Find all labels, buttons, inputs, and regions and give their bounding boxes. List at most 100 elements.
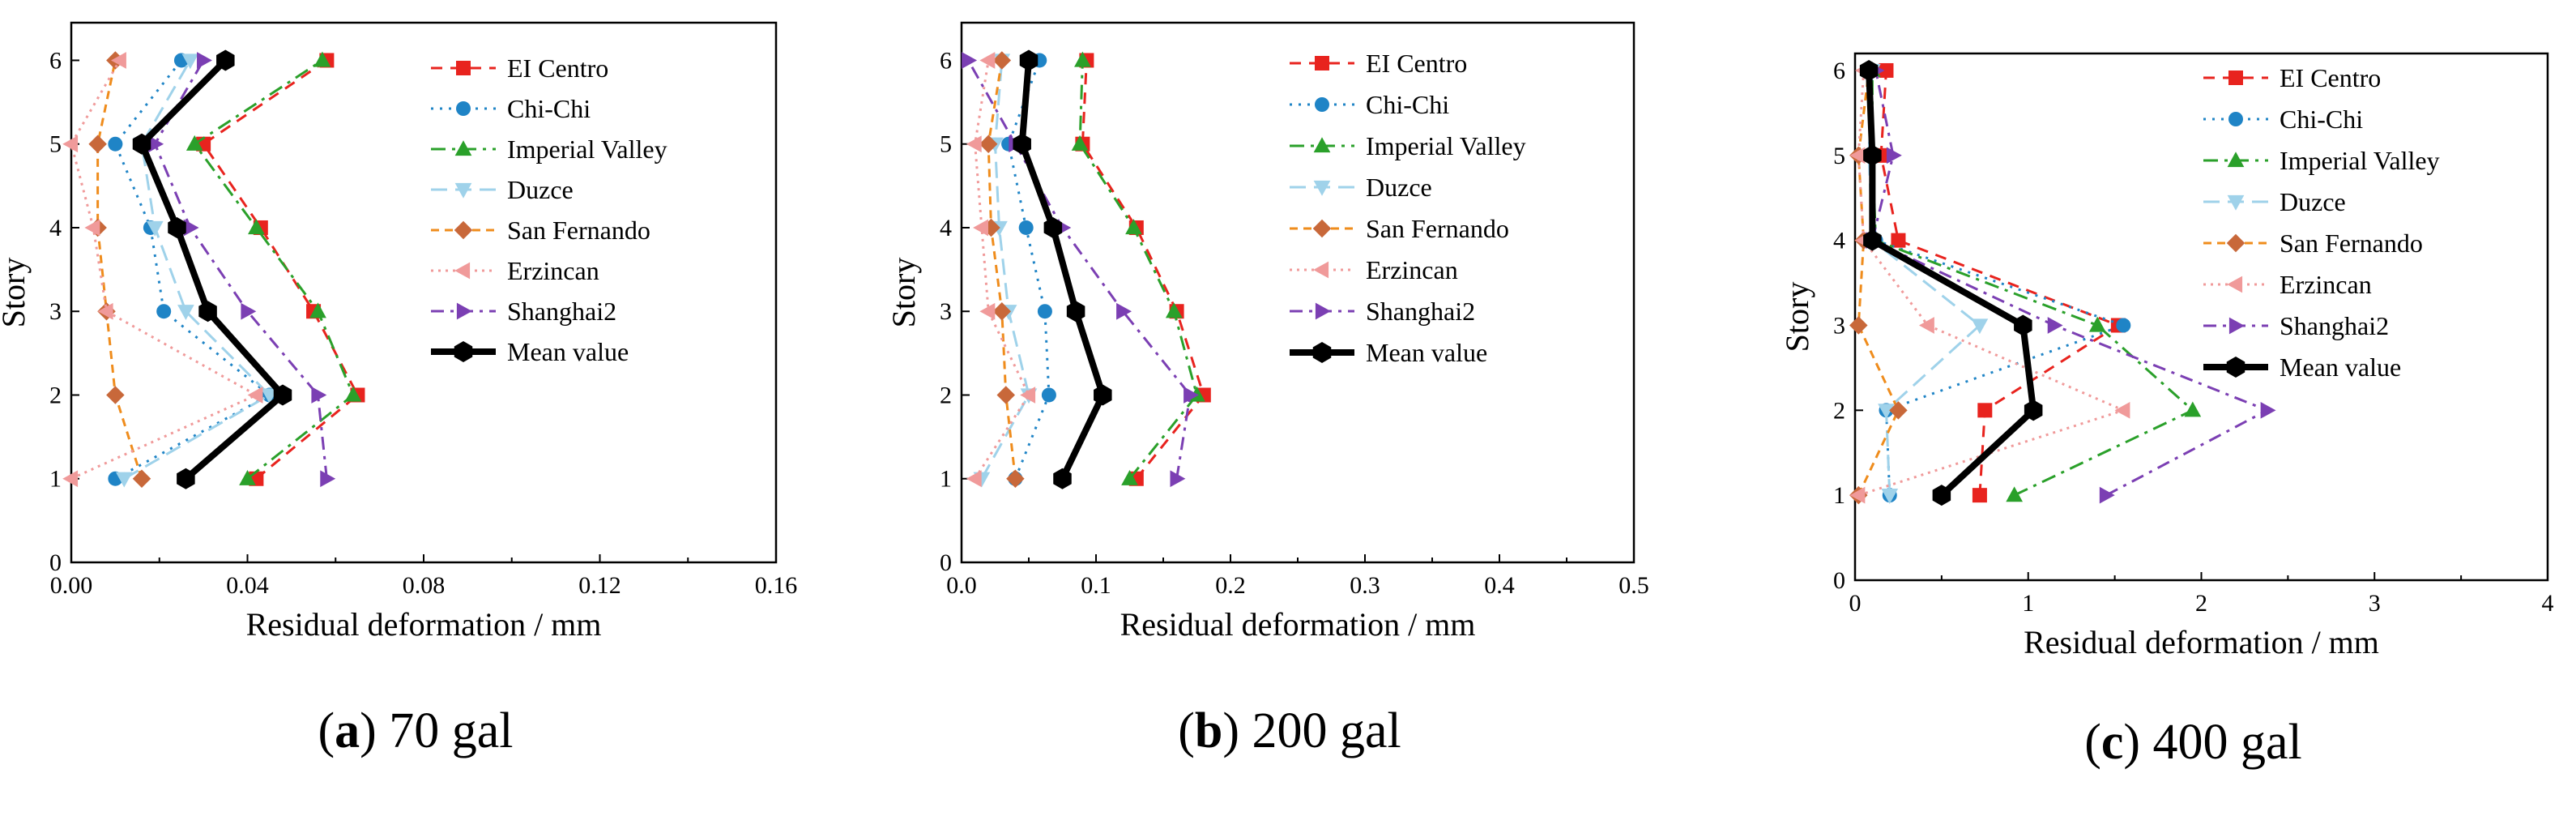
data-point-mean-value xyxy=(1013,133,1031,155)
data-point-erzincan xyxy=(979,52,996,69)
data-point-erzincan xyxy=(111,52,126,69)
data-point-mean-value xyxy=(198,301,217,323)
y-tick-label: 5 xyxy=(49,131,62,158)
x-tick-label: 0 xyxy=(1849,590,1862,617)
legend-label-erzincan: Erzincan xyxy=(507,256,599,285)
y-tick-label: 4 xyxy=(940,215,952,241)
x-tick-label: 2 xyxy=(2195,590,2207,617)
data-point-erzincan xyxy=(84,219,100,237)
data-point-mean-value xyxy=(177,468,195,489)
y-tick-label: 1 xyxy=(1833,482,1845,509)
data-point-shanghai2 xyxy=(962,52,978,69)
legend-marker-erzincan xyxy=(1313,261,1329,279)
series-line-ei-centro xyxy=(1879,70,2120,496)
y-tick-label: 5 xyxy=(1833,143,1845,169)
caption-open-paren: ( xyxy=(2084,715,2101,770)
data-point-mean-value xyxy=(1043,216,1063,238)
data-point-chi-chi xyxy=(1018,220,1034,235)
data-point-imperial-valley xyxy=(1071,135,1089,151)
data-point-imperial-valley xyxy=(1074,51,1091,67)
x-tick-label: 0.0 xyxy=(946,572,977,599)
data-point-erzincan xyxy=(1849,147,1866,164)
legend-marker-shanghai2 xyxy=(456,302,472,320)
y-axis-label: Story xyxy=(1779,282,1815,352)
data-point-imperial-valley xyxy=(1165,302,1183,318)
data-point-duzce xyxy=(1971,318,1989,335)
x-tick-label: 1 xyxy=(2022,590,2034,617)
y-tick-label: 4 xyxy=(49,215,62,241)
x-tick-label: 0.5 xyxy=(1619,572,1649,599)
legend-marker-san-fernando xyxy=(454,220,473,240)
data-point-ei-centro xyxy=(1879,62,1894,78)
x-tick-label: 0.08 xyxy=(403,572,446,599)
data-point-mean-value xyxy=(1863,229,1882,251)
data-point-mean-value xyxy=(1863,144,1882,166)
series-line-duzce xyxy=(123,59,271,481)
legend-marker-chi-chi xyxy=(2228,112,2243,126)
legend-marker-shanghai2 xyxy=(2228,317,2245,335)
legend-label-chi-chi: Chi-Chi xyxy=(507,94,591,123)
legend-label-ei-centro: EI Centro xyxy=(1366,49,1467,78)
data-point-imperial-valley xyxy=(239,469,256,485)
data-point-mean-value xyxy=(216,49,235,71)
data-point-mean-value xyxy=(1094,384,1112,406)
data-point-erzincan xyxy=(2114,401,2130,419)
x-tick-label: 0.4 xyxy=(1484,572,1515,599)
data-point-imperial-valley xyxy=(309,302,326,318)
data-point-shanghai2 xyxy=(311,387,327,404)
data-point-imperial-valley xyxy=(2088,316,2106,332)
legend-label-ei-centro: EI Centro xyxy=(507,53,608,83)
data-point-mean-value xyxy=(168,216,186,238)
series-line-ei-centro xyxy=(1081,60,1205,480)
data-point-erzincan xyxy=(1849,486,1866,504)
legend-label-chi-chi: Chi-Chi xyxy=(2280,105,2363,134)
legend-label-duzce: Duzce xyxy=(1366,173,1432,202)
legend-marker-chi-chi xyxy=(1315,97,1329,112)
data-point-mean-value xyxy=(1019,49,1039,71)
data-point-shanghai2 xyxy=(241,302,257,320)
data-point-chi-chi xyxy=(108,136,123,152)
x-axis-label: Residual deformation / mm xyxy=(246,606,602,643)
legend-marker-san-fernando xyxy=(2226,233,2245,253)
data-point-duzce xyxy=(1881,489,1899,504)
legend-marker-duzce xyxy=(2227,194,2245,211)
y-tick-label: 3 xyxy=(1833,312,1845,339)
y-tick-label: 2 xyxy=(1833,397,1845,424)
caption-text: ) 70 gal xyxy=(360,703,513,758)
caption-letter: b xyxy=(1195,703,1222,758)
data-point-imperial-valley xyxy=(2006,486,2023,502)
legend-marker-chi-chi xyxy=(456,101,471,116)
data-point-shanghai2 xyxy=(2047,317,2063,334)
legend-marker-duzce xyxy=(454,182,472,199)
data-point-erzincan xyxy=(247,387,263,404)
legend-label-chi-chi: Chi-Chi xyxy=(1366,90,1449,119)
data-point-mean-value xyxy=(1053,468,1072,489)
series-line-imperial-valley xyxy=(1870,70,2194,497)
panel-caption: (c) 400 gal xyxy=(2084,715,2302,770)
chart-panel-a xyxy=(62,21,778,564)
data-point-imperial-valley xyxy=(344,386,362,402)
legend-marker-mean-value xyxy=(454,341,473,362)
series-line-duzce xyxy=(980,60,1030,480)
data-point-mean-value xyxy=(132,133,151,155)
series-line-mean-value xyxy=(139,58,286,481)
x-tick-label: 0.16 xyxy=(755,572,798,599)
caption-open-paren: ( xyxy=(318,703,335,758)
legend-label-erzincan: Erzincan xyxy=(2280,270,2372,299)
legend-label-san-fernando: San Fernando xyxy=(2280,229,2423,258)
y-tick-label: 2 xyxy=(940,382,952,408)
y-axis-label: Story xyxy=(885,258,922,328)
y-tick-label: 0 xyxy=(49,549,62,576)
data-point-san-fernando xyxy=(132,469,151,488)
data-point-erzincan xyxy=(1020,387,1036,404)
legend-label-ei-centro: EI Centro xyxy=(2280,63,2381,92)
y-tick-label: 4 xyxy=(1833,228,1845,254)
data-point-erzincan xyxy=(97,302,113,320)
data-point-imperial-valley xyxy=(2184,401,2202,417)
data-point-shanghai2 xyxy=(1184,387,1199,404)
data-point-duzce xyxy=(181,53,199,70)
y-tick-label: 0 xyxy=(940,549,952,576)
data-point-chi-chi xyxy=(1037,304,1052,319)
